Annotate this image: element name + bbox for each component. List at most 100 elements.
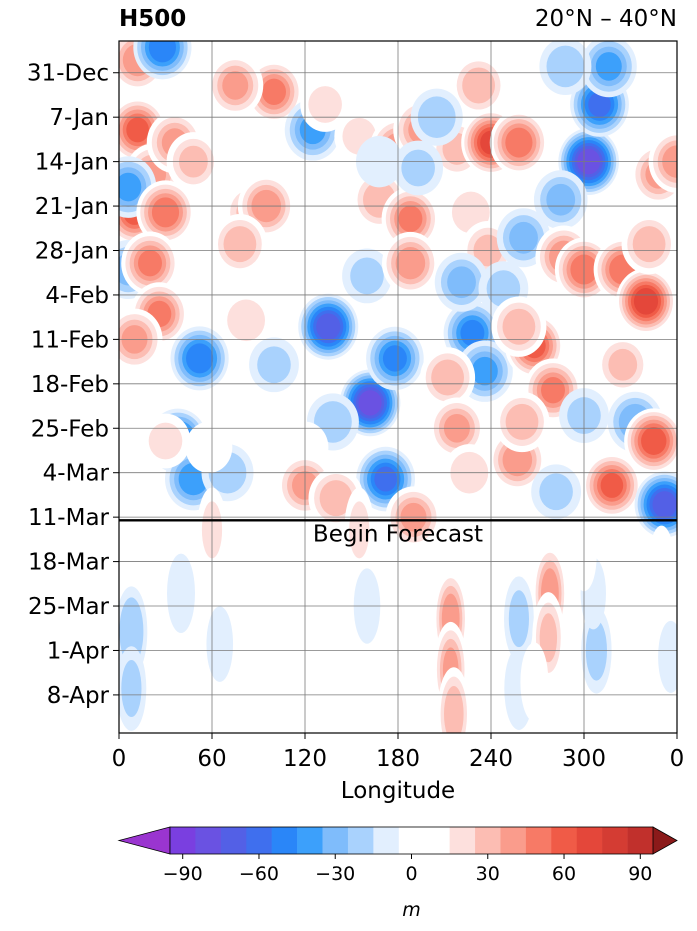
contour-level — [595, 52, 622, 81]
contour-level — [319, 480, 353, 517]
anomaly-blob — [185, 421, 233, 474]
anomaly-blob — [393, 140, 444, 196]
latitude-band-label: 20°N – 40°N — [534, 6, 677, 32]
anomaly-blob — [494, 391, 550, 453]
colorbar-swatch — [195, 827, 222, 854]
anomaly-blob — [298, 293, 359, 360]
colorbar-unit-label: m — [402, 899, 421, 921]
anomaly-blob — [366, 326, 424, 391]
x-tick-label: 0 — [112, 746, 127, 772]
contour-level — [151, 197, 180, 228]
colorbar-tick-label: 0 — [405, 863, 417, 885]
anomaly-blob — [533, 170, 588, 230]
x-tick-label: 300 — [562, 746, 606, 772]
contour-level — [148, 41, 176, 63]
colorbar-swatch — [297, 827, 323, 854]
contour-level — [308, 86, 342, 123]
colorbar-swatch — [424, 827, 450, 854]
contour-level — [257, 346, 291, 384]
contour-level — [119, 172, 142, 202]
contour-level — [358, 390, 382, 416]
y-tick-label: 1-Apr — [47, 638, 110, 664]
colorbar-swatch — [525, 827, 552, 854]
anomaly-blob — [344, 487, 375, 573]
forecast-label: Begin Forecast — [313, 521, 483, 547]
contour-level — [252, 490, 281, 570]
grid-lines — [118, 41, 678, 733]
x-axis-ticks: 0 60 120 180 240 300 0 — [112, 733, 685, 772]
anomaly-blob — [212, 213, 268, 275]
contour-level — [588, 91, 611, 117]
colorbar-swatch — [602, 827, 628, 854]
contour-level — [608, 348, 638, 381]
y-tick-label: 18-Feb — [31, 372, 109, 398]
contour-level — [502, 308, 536, 345]
x-tick-label: 120 — [283, 746, 327, 772]
x-axis-label: Longitude — [341, 778, 455, 804]
anomaly-blob — [300, 77, 351, 132]
contour-level — [539, 473, 573, 511]
colorbar-extend-high — [652, 826, 678, 855]
anomaly-blob — [342, 248, 392, 304]
contour-level — [126, 117, 149, 143]
colorbar-tick-label: 90 — [628, 863, 652, 885]
y-tick-label: 25-Feb — [31, 416, 109, 442]
contour-level — [431, 359, 464, 396]
contour-level — [641, 426, 667, 455]
anomaly-blob — [121, 231, 179, 295]
contour-level — [462, 67, 495, 104]
y-tick-label: 25-Mar — [28, 594, 110, 620]
contour-level — [401, 149, 435, 187]
contour-level — [413, 639, 439, 712]
anomaly-blob — [595, 335, 650, 395]
colorbar-swatch — [170, 827, 196, 854]
colorbar-swatch — [500, 827, 527, 854]
y-tick-label: 14-Jan — [35, 150, 109, 176]
contour-level — [505, 127, 533, 158]
colorbar-tick-label: −60 — [239, 863, 279, 885]
x-tick-label: 240 — [469, 746, 513, 772]
anomaly-blob — [539, 41, 592, 95]
anomaly-blob — [582, 453, 642, 518]
contour-level — [121, 660, 142, 718]
contour-level — [148, 422, 183, 460]
anomaly-blob — [580, 41, 637, 98]
contour-level — [658, 620, 677, 693]
colorbar-tick-label: 60 — [552, 863, 576, 885]
anomaly-blob — [624, 408, 677, 474]
anomaly-blob — [634, 471, 677, 538]
contour-level — [316, 313, 341, 340]
colorbar-tick-label: −30 — [315, 863, 355, 885]
anomaly-blob — [489, 110, 548, 175]
y-tick-label: 11-Mar — [28, 505, 110, 531]
contour-level — [509, 221, 538, 254]
colorbar-swatch — [627, 827, 654, 854]
contour-level — [222, 71, 249, 100]
forecast-marker: Begin Forecast — [119, 519, 677, 547]
colorbar-extend-low — [117, 826, 171, 855]
anomaly-blob — [136, 180, 195, 245]
contour-level — [546, 183, 576, 216]
contour-level — [444, 686, 464, 733]
anomaly-blob — [491, 296, 547, 357]
contour-level — [382, 345, 407, 372]
contour-level — [633, 287, 659, 315]
anomaly-blob — [470, 540, 499, 621]
anomaly-blob — [621, 213, 677, 275]
contour-level — [600, 472, 624, 498]
colorbar-swatch — [220, 827, 247, 854]
contour-level — [350, 257, 384, 295]
y-tick-label: 4-Feb — [45, 283, 109, 309]
anomaly-blob — [119, 97, 167, 163]
contour-level — [206, 606, 234, 682]
contour-level — [395, 247, 426, 280]
contour-level — [505, 403, 539, 440]
y-axis-ticks: 31-Dec 7-Jan 14-Jan 21-Jan 28-Jan 4-Feb 11-Feb… — [27, 61, 119, 709]
colorbar-swatch — [475, 827, 501, 854]
contour-level — [138, 250, 162, 277]
chart-title: H500 — [119, 6, 187, 32]
contour-level — [447, 266, 476, 299]
x-tick-label: 0 — [670, 746, 685, 772]
contour-level — [374, 466, 397, 492]
